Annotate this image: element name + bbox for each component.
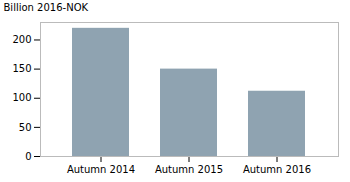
svg-text:Autumn 2014: Autumn 2014 bbox=[67, 164, 135, 175]
svg-text:100: 100 bbox=[12, 92, 31, 103]
svg-text:150: 150 bbox=[12, 63, 31, 74]
svg-text:Autumn 2015: Autumn 2015 bbox=[155, 164, 223, 175]
svg-text:Autumn 2016: Autumn 2016 bbox=[243, 164, 311, 175]
svg-text:50: 50 bbox=[19, 122, 32, 133]
svg-text:200: 200 bbox=[12, 34, 31, 45]
svg-text:0: 0 bbox=[25, 151, 31, 162]
svg-text:Billion 2016-NOK: Billion 2016-NOK bbox=[4, 2, 89, 13]
